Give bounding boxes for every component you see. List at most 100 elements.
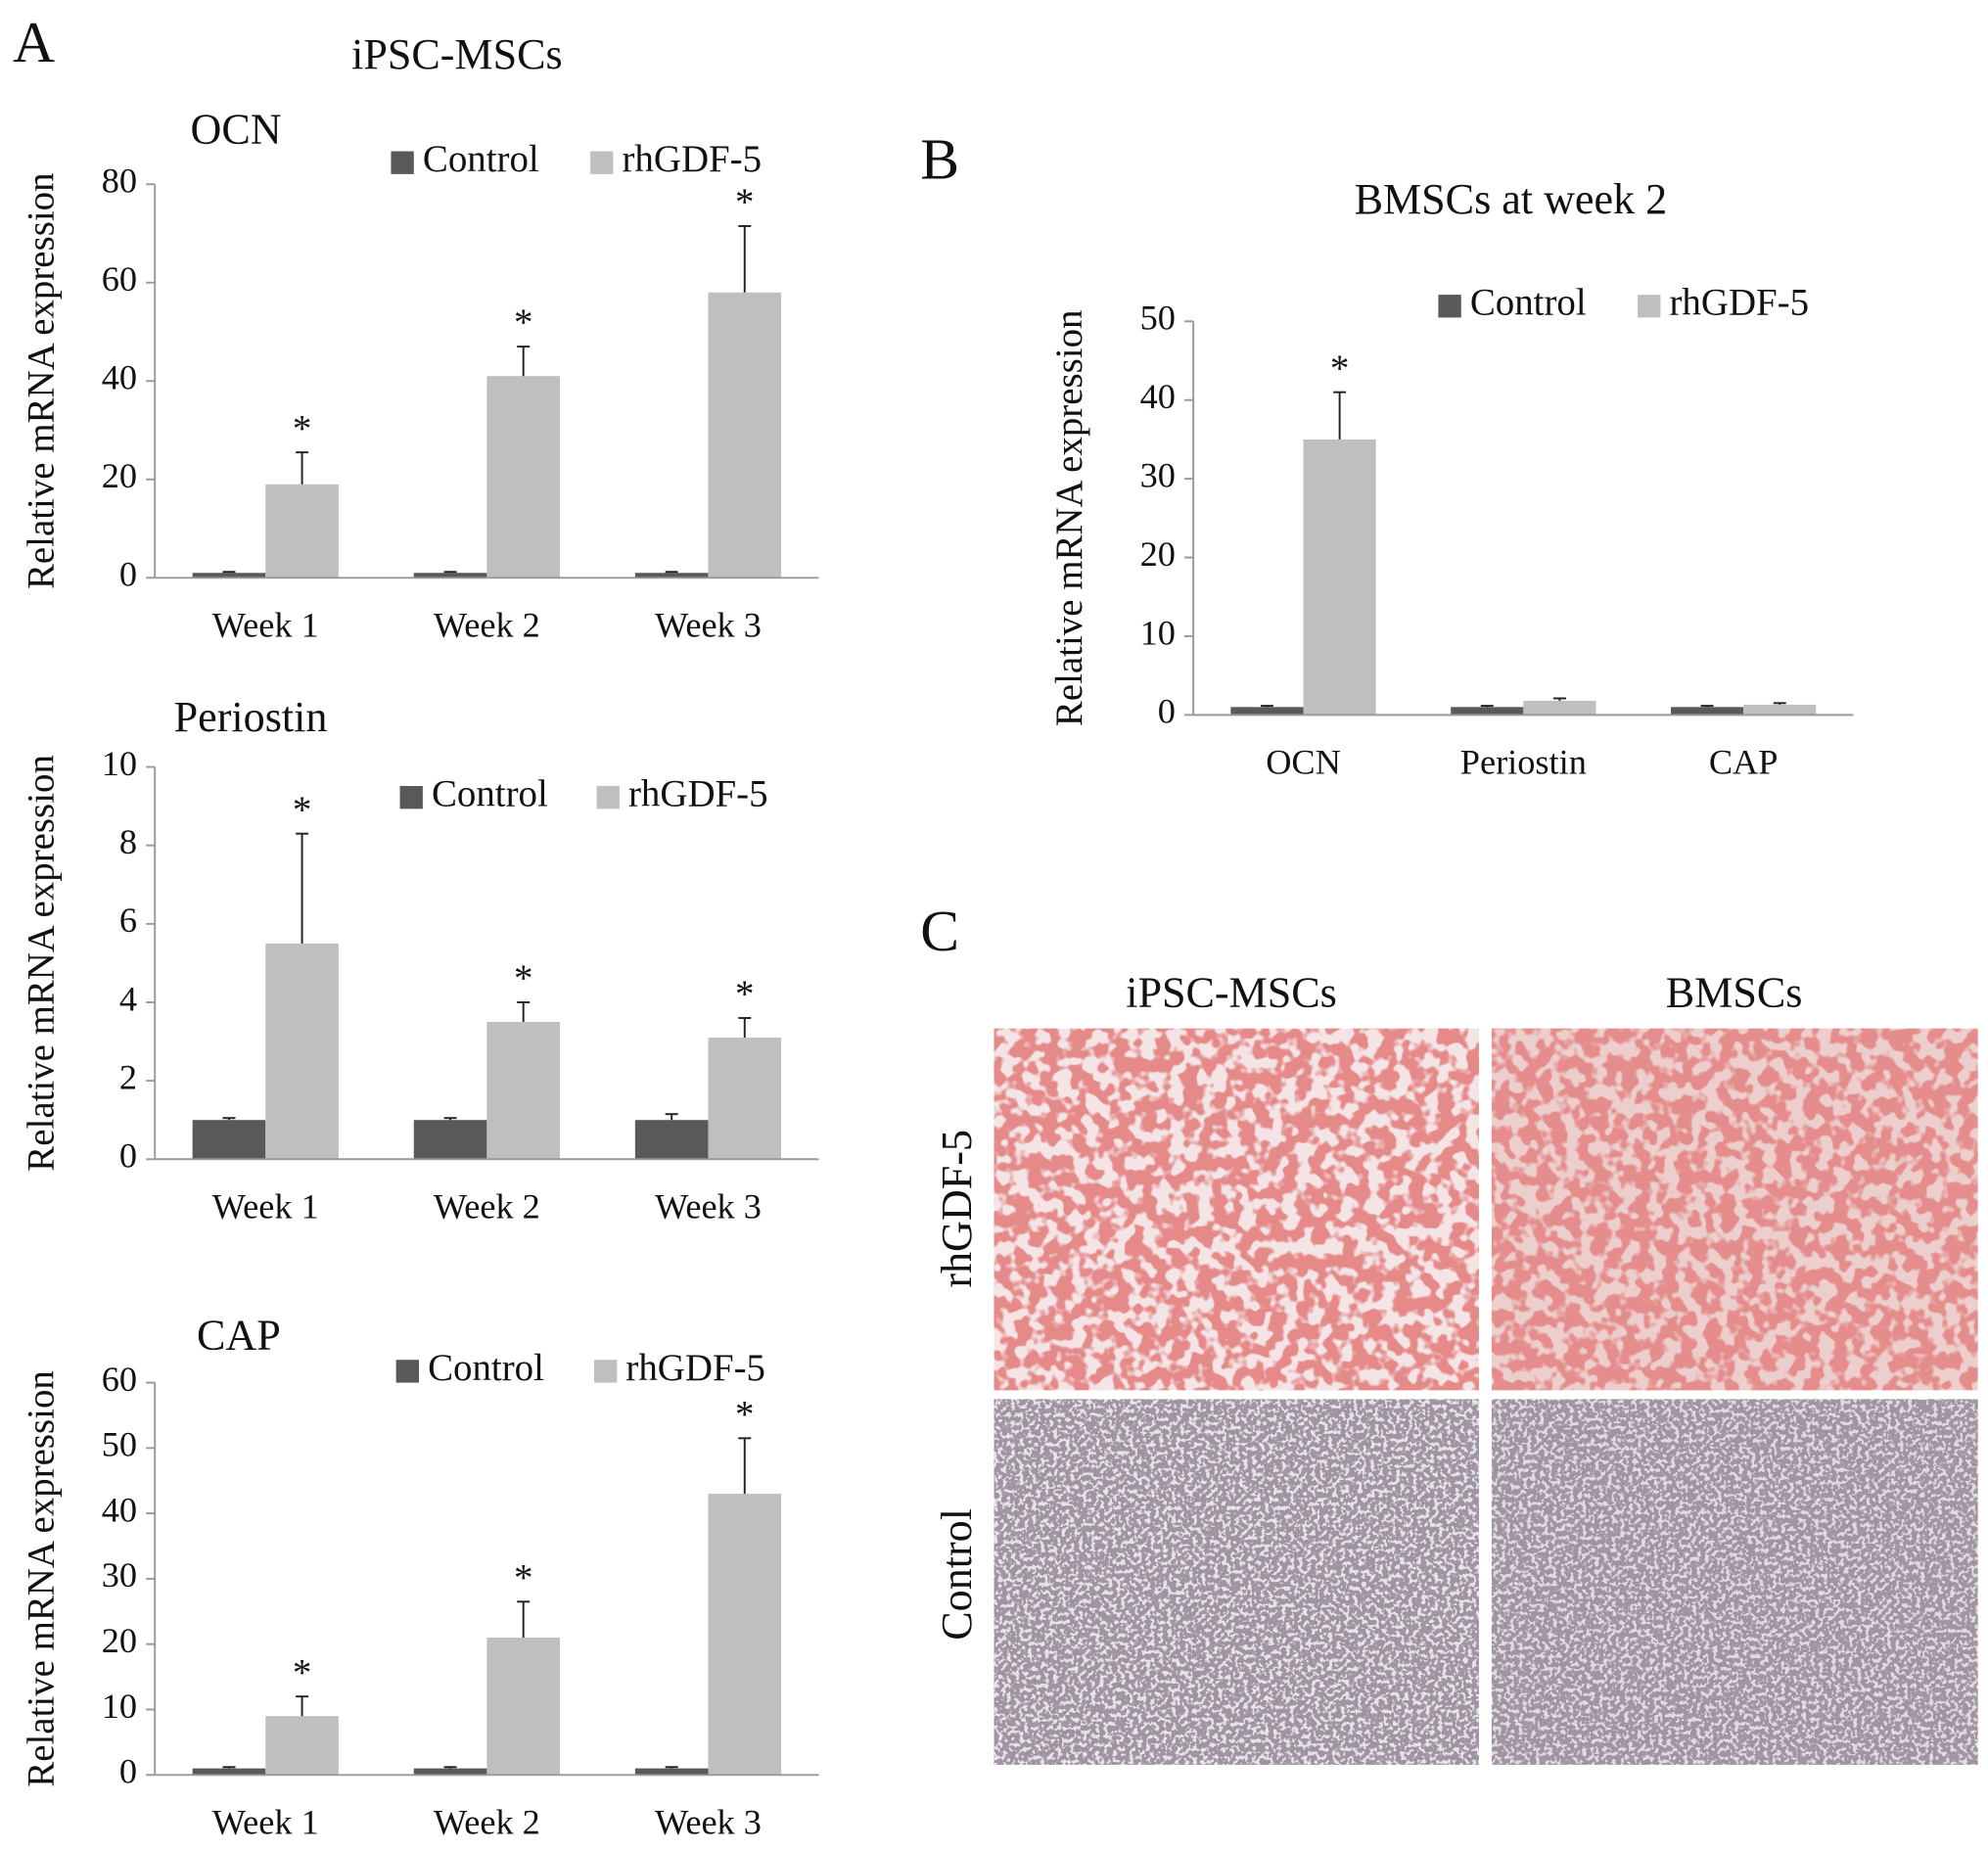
panel-label: A [13, 10, 55, 74]
y-axis-label: Relative mRNA expression [20, 755, 62, 1172]
y-tick-label: 0 [1158, 692, 1176, 731]
stain-texture [994, 1399, 1479, 1765]
y-tick-label: 40 [102, 358, 137, 397]
y-tick-label: 30 [102, 1555, 137, 1595]
bar [265, 484, 339, 578]
y-tick-label: 30 [1140, 455, 1176, 494]
legend-swatch [593, 1360, 618, 1383]
significance-marker: * [293, 789, 311, 831]
bar [1523, 700, 1596, 716]
legend-label: rhGDF-5 [622, 138, 762, 180]
significance-marker: * [514, 1556, 532, 1598]
y-tick-label: 20 [1140, 534, 1176, 574]
bar [486, 1638, 560, 1776]
legend-label: Control [428, 1347, 544, 1389]
y-axis-label: Relative mRNA expression [20, 1370, 62, 1787]
stain-texture [1491, 1028, 1978, 1391]
bar [265, 943, 339, 1160]
y-tick-label: 6 [119, 901, 137, 940]
legend-label: rhGDF-5 [625, 1347, 765, 1389]
bar [1303, 439, 1376, 716]
stain-texture [1491, 1399, 1978, 1765]
legend-swatch [1438, 295, 1461, 318]
y-tick-label: 0 [119, 555, 137, 594]
significance-marker: * [735, 1393, 754, 1435]
legend-swatch [590, 151, 614, 174]
significance-marker: * [514, 301, 532, 344]
x-tick-label: OCN [1266, 743, 1341, 782]
row-label: rhGDF-5 [933, 1130, 981, 1288]
chart-title: CAP [197, 1312, 281, 1360]
y-tick-label: 10 [102, 1687, 137, 1726]
y-tick-label: 60 [102, 1360, 137, 1399]
y-tick-label: 40 [1140, 377, 1176, 416]
y-tick-label: 60 [102, 259, 137, 299]
bar [708, 292, 782, 578]
bar [1670, 707, 1744, 716]
bar [265, 1716, 339, 1776]
chart-title: Periostin [174, 693, 328, 741]
x-tick-label: Week 2 [434, 1186, 540, 1226]
bar [1230, 707, 1304, 716]
significance-marker: * [1330, 347, 1349, 390]
bar [634, 1120, 709, 1160]
legend-swatch [1638, 295, 1661, 318]
bar [192, 1120, 266, 1160]
legend-label: Control [432, 773, 548, 815]
panel-title: iPSC-MSCs [351, 30, 563, 78]
column-label: BMSCs [1666, 968, 1803, 1016]
y-tick-label: 4 [119, 979, 137, 1018]
y-tick-label: 0 [119, 1136, 137, 1176]
y-tick-label: 20 [102, 456, 137, 495]
bar [413, 573, 487, 578]
y-axis-label: Relative mRNA expression [1048, 310, 1090, 727]
x-tick-label: Week 3 [655, 1803, 762, 1842]
x-tick-label: Week 2 [434, 1803, 540, 1842]
y-tick-label: 8 [119, 822, 137, 861]
legend-swatch [596, 785, 620, 809]
y-tick-label: 50 [102, 1425, 137, 1464]
legend-label: rhGDF-5 [1669, 282, 1809, 324]
bar [413, 1768, 487, 1776]
significance-marker: * [735, 973, 754, 1015]
significance-marker: * [514, 957, 532, 999]
significance-marker: * [735, 181, 754, 223]
x-tick-label: CAP [1709, 743, 1779, 782]
bar [634, 1768, 709, 1776]
column-label: iPSC-MSCs [1126, 968, 1337, 1016]
chart-title: BMSCs at week 2 [1355, 175, 1668, 223]
x-tick-label: Week 3 [655, 605, 762, 644]
legend-label: Control [423, 138, 539, 180]
legend-swatch [399, 785, 423, 809]
x-tick-label: Periostin [1460, 743, 1587, 782]
bar [486, 1022, 560, 1160]
x-tick-label: Week 1 [212, 605, 319, 644]
stain-texture [994, 1028, 1479, 1391]
panel-label: C [920, 899, 959, 963]
chart-title: OCN [191, 105, 282, 153]
bar [413, 1120, 487, 1160]
legend-swatch [391, 151, 414, 174]
y-tick-label: 80 [102, 162, 137, 201]
panel-label: B [920, 126, 959, 191]
legend-label: rhGDF-5 [628, 773, 768, 815]
significance-marker: * [293, 1651, 311, 1693]
bar [192, 573, 266, 578]
y-tick-label: 40 [102, 1490, 137, 1529]
y-tick-label: 0 [119, 1752, 137, 1791]
y-tick-label: 10 [1140, 613, 1176, 652]
micrographs [994, 1028, 1978, 1765]
x-tick-label: Week 3 [655, 1186, 762, 1226]
legend-swatch [395, 1360, 419, 1383]
x-tick-label: Week 1 [212, 1803, 319, 1842]
bar [192, 1768, 266, 1776]
y-tick-label: 50 [1140, 299, 1176, 338]
bar [634, 573, 709, 578]
x-tick-label: Week 2 [434, 605, 540, 644]
significance-marker: * [293, 407, 311, 449]
y-tick-label: 10 [102, 744, 137, 783]
y-tick-label: 20 [102, 1621, 137, 1660]
bar [1743, 704, 1817, 716]
